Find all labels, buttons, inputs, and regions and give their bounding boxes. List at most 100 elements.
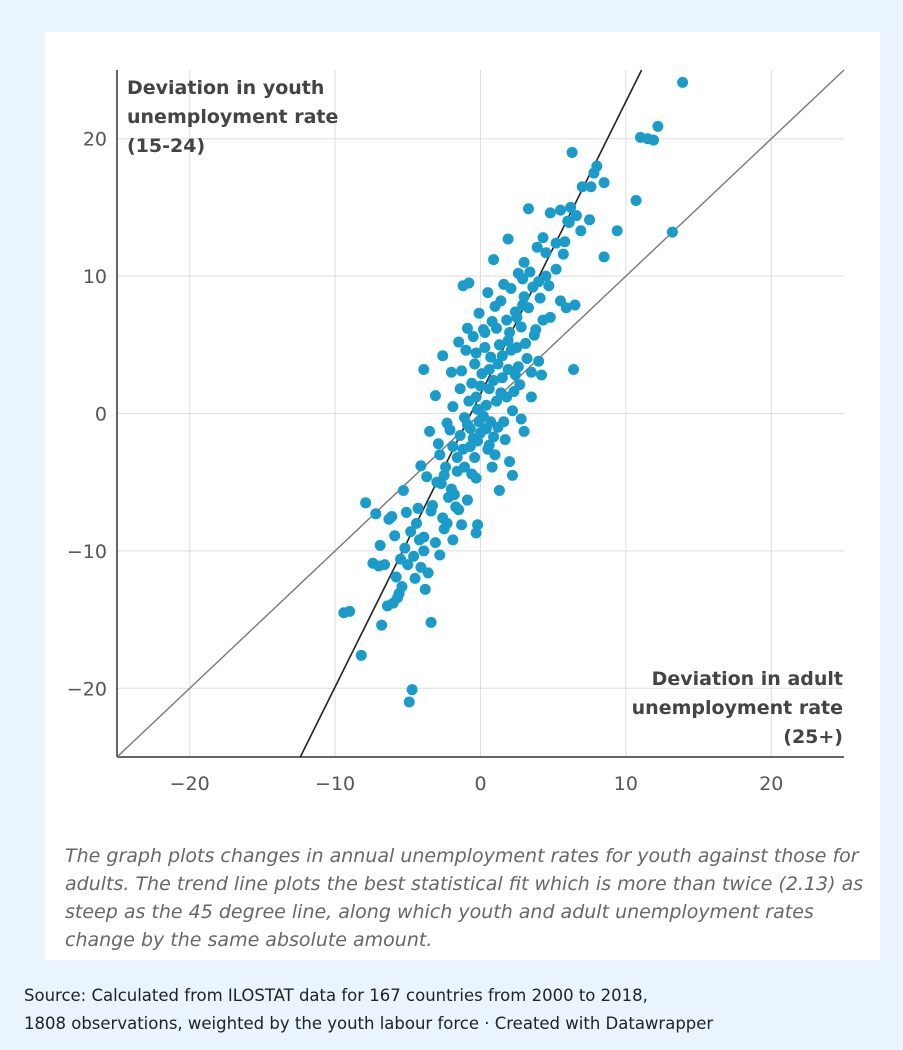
- data-point: [480, 399, 492, 411]
- data-point: [418, 545, 430, 557]
- data-point: [522, 203, 534, 215]
- data-point: [482, 287, 494, 299]
- data-point: [611, 225, 623, 237]
- data-points: [338, 76, 689, 708]
- data-point: [355, 649, 367, 661]
- x-tick-label: 20: [759, 773, 783, 795]
- data-point: [415, 460, 427, 472]
- gridlines: [117, 70, 844, 757]
- data-point: [517, 299, 529, 311]
- data-point: [511, 311, 523, 323]
- data-point: [544, 207, 556, 219]
- data-point: [575, 225, 587, 237]
- data-point: [528, 329, 540, 341]
- data-point: [531, 241, 543, 253]
- data-point: [521, 353, 533, 365]
- data-point: [502, 335, 514, 347]
- data-point: [412, 502, 424, 514]
- data-point: [418, 364, 430, 376]
- data-point: [374, 539, 386, 551]
- data-point: [456, 519, 468, 531]
- data-point: [472, 435, 484, 447]
- data-point: [438, 469, 450, 481]
- data-point: [475, 380, 486, 392]
- data-point: [504, 326, 516, 338]
- data-point: [488, 375, 500, 387]
- data-point: [501, 314, 513, 326]
- data-point: [431, 476, 443, 488]
- data-point: [360, 497, 372, 509]
- x-tick-label: 10: [614, 773, 638, 795]
- x-axis-title-line: (25+): [783, 726, 843, 748]
- data-point: [422, 567, 434, 579]
- data-point: [383, 513, 395, 525]
- data-point: [445, 366, 457, 378]
- data-point: [566, 146, 578, 158]
- data-point: [473, 307, 485, 319]
- source-line-2: 1808 observations, weighted by the youth…: [24, 1014, 714, 1033]
- data-point: [518, 291, 530, 303]
- data-point: [568, 364, 580, 376]
- data-point: [448, 489, 460, 501]
- data-point: [493, 339, 505, 351]
- data-point: [569, 299, 581, 311]
- data-point: [424, 425, 436, 437]
- data-point: [499, 434, 511, 446]
- data-point: [496, 372, 508, 384]
- data-point: [441, 517, 453, 529]
- data-point: [454, 383, 466, 395]
- data-point: [467, 331, 479, 343]
- data-point: [470, 391, 482, 403]
- data-point: [447, 534, 459, 546]
- data-point: [392, 592, 404, 604]
- data-point: [344, 605, 356, 617]
- data-point: [488, 254, 500, 266]
- data-point: [514, 379, 526, 391]
- data-point: [472, 519, 484, 531]
- data-point: [411, 517, 423, 529]
- data-point: [505, 344, 517, 356]
- data-point: [525, 366, 537, 378]
- data-point: [389, 530, 401, 542]
- y-tick-label: −20: [67, 678, 107, 700]
- data-point: [492, 358, 504, 370]
- data-point: [405, 526, 417, 538]
- y-tick-label: 10: [83, 266, 107, 288]
- data-point: [456, 365, 468, 377]
- data-point: [376, 619, 388, 631]
- data-point: [495, 295, 507, 307]
- data-point: [502, 233, 514, 245]
- data-point: [598, 177, 610, 189]
- y-tick-label: 0: [95, 404, 107, 426]
- data-point: [490, 322, 502, 334]
- data-point: [381, 600, 393, 612]
- data-point: [406, 684, 418, 696]
- chart-card: −20 −10 0 10 20 −20 −10 0 10 20 Deviation in yout…: [45, 32, 880, 960]
- axes: [116, 70, 844, 758]
- data-point: [517, 273, 529, 285]
- data-point: [505, 282, 517, 294]
- data-point: [451, 451, 463, 463]
- data-point: [434, 549, 446, 561]
- data-point: [429, 537, 441, 549]
- data-point: [533, 355, 545, 367]
- data-point: [666, 226, 678, 238]
- scatter-chart: −20 −10 0 10 20 −20 −10 0 10 20 Deviation in yout…: [67, 69, 845, 795]
- data-point: [479, 342, 491, 354]
- x-tick-label: 0: [474, 773, 486, 795]
- data-point: [520, 337, 532, 349]
- data-point: [515, 413, 527, 425]
- y-tick-label: 20: [83, 129, 107, 151]
- data-point: [379, 559, 391, 571]
- data-point: [403, 696, 415, 708]
- data-point: [540, 247, 552, 259]
- data-point: [457, 280, 469, 292]
- x-tick-label: −10: [315, 773, 355, 795]
- y-axis-title-line: Deviation in youth: [127, 77, 324, 99]
- data-point: [504, 456, 516, 468]
- data-point: [444, 424, 456, 436]
- data-point: [450, 501, 462, 513]
- data-point: [506, 405, 518, 417]
- data-point: [461, 322, 473, 334]
- data-point: [461, 418, 473, 430]
